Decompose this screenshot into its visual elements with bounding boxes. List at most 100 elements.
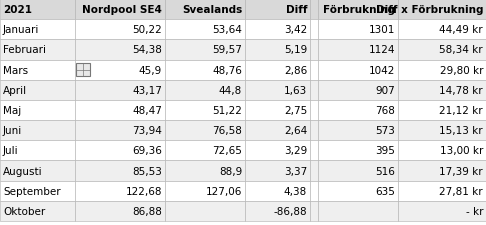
Bar <box>245 80 310 101</box>
Text: 2021: 2021 <box>3 5 32 15</box>
Text: Diff: Diff <box>285 5 307 15</box>
Bar <box>398 101 486 121</box>
Text: 17,39 kr: 17,39 kr <box>439 166 483 176</box>
Bar <box>310 40 318 60</box>
Text: Januari: Januari <box>3 25 39 35</box>
Bar <box>75 40 165 60</box>
Bar <box>398 0 486 20</box>
Text: Augusti: Augusti <box>3 166 43 176</box>
Bar <box>310 201 318 221</box>
Bar <box>165 141 245 161</box>
Text: Juni: Juni <box>3 126 22 136</box>
Bar <box>75 141 165 161</box>
Bar <box>75 161 165 181</box>
Text: 21,12 kr: 21,12 kr <box>439 106 483 115</box>
Bar <box>75 20 165 40</box>
Bar <box>245 0 310 20</box>
Text: 1042: 1042 <box>368 65 395 75</box>
Text: 5,19: 5,19 <box>284 45 307 55</box>
Bar <box>75 60 165 80</box>
Bar <box>0 181 75 201</box>
Text: Oktober: Oktober <box>3 206 45 216</box>
Bar <box>245 181 310 201</box>
Text: 27,81 kr: 27,81 kr <box>439 186 483 196</box>
Text: 48,47: 48,47 <box>132 106 162 115</box>
Bar <box>0 101 75 121</box>
Bar <box>165 40 245 60</box>
Bar <box>318 141 398 161</box>
Bar <box>398 201 486 221</box>
Text: 122,68: 122,68 <box>125 186 162 196</box>
Text: 516: 516 <box>375 166 395 176</box>
Text: 76,58: 76,58 <box>212 126 242 136</box>
Bar <box>398 60 486 80</box>
Text: 3,37: 3,37 <box>284 166 307 176</box>
Text: 1124: 1124 <box>368 45 395 55</box>
Bar <box>310 161 318 181</box>
Text: 13,00 kr: 13,00 kr <box>440 146 483 156</box>
Text: 395: 395 <box>375 146 395 156</box>
Bar <box>0 40 75 60</box>
Bar <box>310 181 318 201</box>
Bar <box>0 201 75 221</box>
Text: 1301: 1301 <box>368 25 395 35</box>
Text: Maj: Maj <box>3 106 21 115</box>
Text: Svealands: Svealands <box>182 5 242 15</box>
Text: 69,36: 69,36 <box>132 146 162 156</box>
Text: 127,06: 127,06 <box>206 186 242 196</box>
Bar <box>318 121 398 141</box>
Text: 72,65: 72,65 <box>212 146 242 156</box>
Text: 59,57: 59,57 <box>212 45 242 55</box>
Bar <box>318 201 398 221</box>
Bar <box>75 121 165 141</box>
Bar <box>318 40 398 60</box>
Text: 45,9: 45,9 <box>139 65 162 75</box>
Bar <box>0 60 75 80</box>
Text: 50,22: 50,22 <box>132 25 162 35</box>
Text: 2,75: 2,75 <box>284 106 307 115</box>
Text: 48,76: 48,76 <box>212 65 242 75</box>
Bar <box>165 60 245 80</box>
Bar <box>245 60 310 80</box>
Bar <box>398 40 486 60</box>
Bar <box>398 80 486 101</box>
Bar <box>165 161 245 181</box>
Text: 635: 635 <box>375 186 395 196</box>
Bar <box>245 161 310 181</box>
Text: April: April <box>3 86 27 95</box>
Bar <box>398 121 486 141</box>
Text: 88,9: 88,9 <box>219 166 242 176</box>
Bar <box>165 20 245 40</box>
Text: Juli: Juli <box>3 146 18 156</box>
Bar <box>165 121 245 141</box>
Bar <box>0 80 75 101</box>
Bar <box>398 141 486 161</box>
Bar <box>0 0 75 20</box>
Text: 58,34 kr: 58,34 kr <box>439 45 483 55</box>
Text: 86,88: 86,88 <box>132 206 162 216</box>
Bar <box>245 101 310 121</box>
Bar <box>398 20 486 40</box>
Text: 44,49 kr: 44,49 kr <box>439 25 483 35</box>
Text: 43,17: 43,17 <box>132 86 162 95</box>
Text: -86,88: -86,88 <box>273 206 307 216</box>
Text: Förbrukning: Förbrukning <box>323 5 395 15</box>
Text: 54,38: 54,38 <box>132 45 162 55</box>
Bar <box>165 201 245 221</box>
Text: 15,13 kr: 15,13 kr <box>439 126 483 136</box>
Text: September: September <box>3 186 61 196</box>
Bar <box>75 201 165 221</box>
Bar <box>0 121 75 141</box>
Bar <box>245 201 310 221</box>
Bar <box>318 20 398 40</box>
Bar <box>0 161 75 181</box>
Bar <box>0 20 75 40</box>
Text: 1,63: 1,63 <box>284 86 307 95</box>
Bar <box>245 141 310 161</box>
Text: 2,64: 2,64 <box>284 126 307 136</box>
Text: 907: 907 <box>375 86 395 95</box>
Text: Diff x Förbrukning: Diff x Förbrukning <box>376 5 483 15</box>
Bar <box>318 101 398 121</box>
Text: 573: 573 <box>375 126 395 136</box>
Text: - kr: - kr <box>466 206 483 216</box>
